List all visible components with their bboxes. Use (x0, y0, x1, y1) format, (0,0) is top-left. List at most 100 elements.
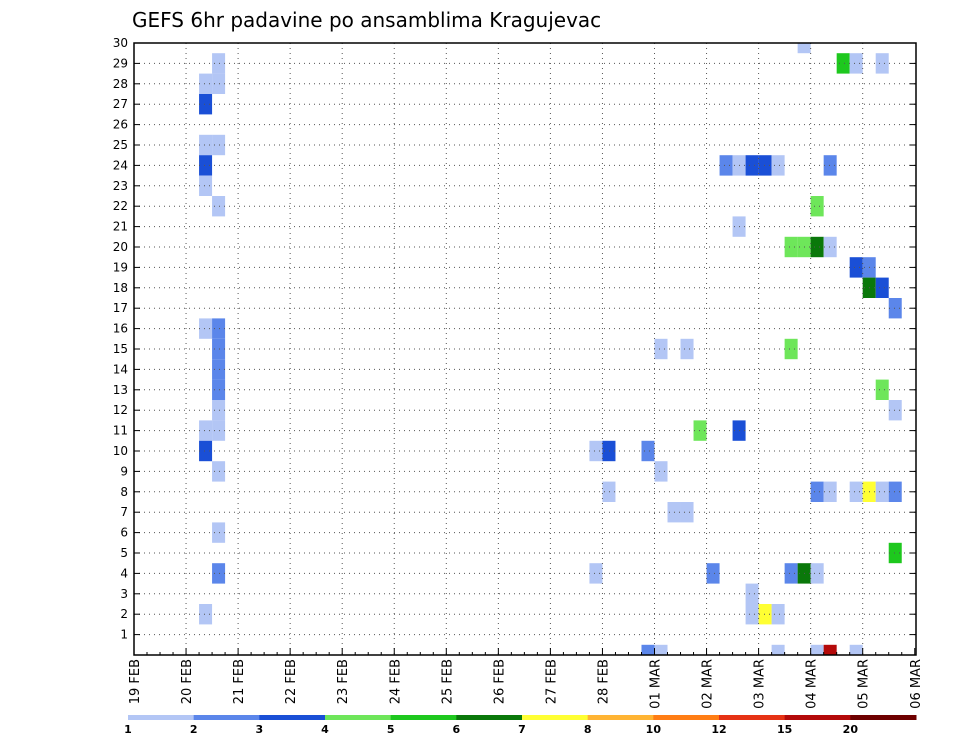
cell-52 (823, 236, 837, 258)
y-tick-label-26: 26 (113, 118, 128, 132)
cell-53 (784, 338, 798, 360)
cell-63 (836, 53, 850, 74)
chart-title: GEFS 6hr padavine po ansamblima Kragujev… (132, 8, 601, 32)
cell-45 (758, 604, 772, 625)
x-tick-label-3: 22 FEB (284, 659, 299, 704)
cell-30 (680, 338, 694, 360)
cell-64 (849, 53, 863, 74)
cell-55 (823, 155, 837, 176)
x-tick-label-14: 05 MAR (857, 659, 872, 709)
y-tick-label-9: 9 (120, 464, 128, 478)
cell-3 (199, 94, 213, 115)
cell-44 (745, 604, 759, 625)
cell-73 (849, 481, 863, 502)
y-axis-labels: 1234567891011121314151617181920212223242… (113, 36, 128, 642)
colorbar-segment-7 (587, 715, 654, 720)
y-tick-label-23: 23 (113, 179, 128, 193)
cell-75 (875, 481, 889, 502)
colorbar-label-5: 5 (387, 723, 395, 736)
cell-51 (810, 236, 824, 258)
y-tick-label-10: 10 (113, 444, 128, 458)
colorbar-segment-10 (784, 715, 851, 720)
y-tick-label-5: 5 (120, 546, 128, 560)
x-tick-label-9: 28 FEB (596, 659, 611, 704)
y-tick-label-2: 2 (120, 607, 128, 621)
cell-16 (212, 420, 226, 441)
y-tick-label-30: 30 (113, 36, 128, 50)
cell-61 (810, 644, 824, 655)
cell-78 (849, 644, 863, 655)
x-tick-label-15: 06 MAR (909, 659, 924, 709)
colorbar-segment-5 (456, 715, 523, 720)
x-tick-label-11: 02 MAR (701, 659, 716, 709)
cell-70 (888, 298, 902, 319)
cell-15 (199, 420, 213, 441)
x-tick-label-5: 24 FEB (388, 659, 403, 704)
cell-5 (212, 134, 226, 156)
y-tick-label-12: 12 (113, 403, 128, 417)
cell-46 (771, 604, 785, 625)
cell-12 (212, 359, 226, 380)
x-tick-label-10: 01 MAR (649, 659, 664, 709)
cell-13 (212, 379, 226, 400)
cell-76 (888, 481, 902, 502)
y-tick-label-16: 16 (113, 322, 128, 336)
y-tick-label-8: 8 (120, 485, 128, 499)
cell-39 (758, 155, 772, 176)
cell-48 (797, 43, 811, 54)
cell-40 (771, 155, 785, 176)
cell-35 (706, 563, 720, 584)
x-tick-label-13: 04 MAR (805, 659, 820, 709)
cell-31 (654, 461, 668, 482)
cell-62 (823, 644, 837, 655)
colorbar-segment-3 (325, 715, 392, 720)
y-tick-label-28: 28 (113, 77, 128, 91)
y-tick-label-27: 27 (113, 97, 128, 111)
colorbar-label-20: 20 (843, 723, 859, 736)
y-tick-label-29: 29 (113, 56, 128, 70)
y-tick-label-25: 25 (113, 138, 128, 152)
y-tick-label-14: 14 (113, 362, 128, 376)
colorbar-label-3: 3 (256, 723, 264, 736)
cell-33 (680, 502, 694, 523)
cell-49 (784, 236, 798, 258)
cell-7 (199, 175, 213, 196)
y-tick-label-17: 17 (113, 301, 128, 315)
cell-36 (719, 155, 733, 176)
colorbar-segment-11 (850, 715, 917, 720)
cell-77 (888, 542, 902, 564)
cell-56 (810, 481, 824, 502)
colorbar-label-1: 1 (124, 723, 132, 736)
cell-54 (810, 196, 824, 217)
cell-25 (589, 563, 603, 584)
y-tick-label-1: 1 (120, 628, 128, 642)
x-tick-label-0: 19 FEB (128, 659, 143, 704)
cell-24 (602, 481, 616, 502)
x-tick-label-8: 27 FEB (544, 659, 559, 704)
colorbar-label-10: 10 (646, 723, 662, 736)
x-tick-label-6: 25 FEB (440, 659, 455, 704)
y-tick-label-11: 11 (113, 424, 128, 438)
cell-14 (212, 400, 226, 421)
cell-8 (212, 196, 226, 217)
cell-43 (745, 583, 759, 604)
colorbar-segment-0 (128, 715, 195, 720)
cell-34 (693, 420, 707, 441)
colorbar-label-7: 7 (518, 723, 526, 736)
y-tick-label-20: 20 (113, 240, 128, 254)
y-tick-label-13: 13 (113, 383, 128, 397)
cell-11 (212, 338, 226, 360)
cell-17 (199, 440, 213, 462)
y-tick-label-18: 18 (113, 281, 128, 295)
cell-58 (784, 563, 798, 584)
colorbar-label-6: 6 (453, 723, 461, 736)
y-tick-label-15: 15 (113, 342, 128, 356)
colorbar: 1 2 3 4 5 6 7 8 10 12 15 20 (124, 715, 917, 736)
x-tick-label-2: 21 FEB (232, 659, 247, 704)
cell-72 (888, 400, 902, 421)
cell-21 (199, 604, 213, 625)
colorbar-label-12: 12 (711, 723, 726, 736)
cell-20 (212, 563, 226, 584)
y-tick-label-24: 24 (113, 158, 128, 172)
cell-65 (875, 53, 889, 74)
